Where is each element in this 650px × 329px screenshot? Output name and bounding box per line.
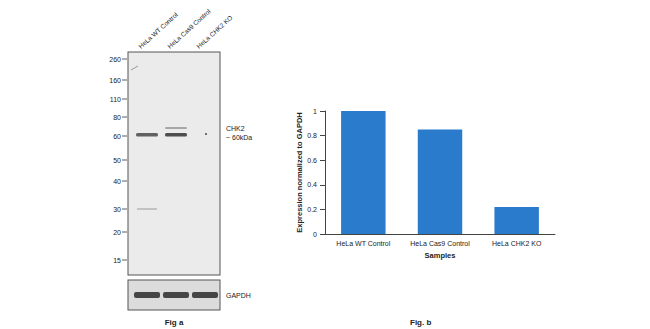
svg-text:60: 60	[113, 133, 121, 140]
svg-text:HeLa WT Control: HeLa WT Control	[137, 11, 179, 50]
svg-text:HeLa CHK2 KO: HeLa CHK2 KO	[492, 240, 542, 247]
svg-text:HeLa WT Control: HeLa WT Control	[336, 240, 390, 247]
svg-text:50: 50	[113, 157, 121, 164]
svg-text:40: 40	[113, 178, 121, 185]
svg-text:20: 20	[113, 229, 121, 236]
svg-text:HeLa Cas9 Control: HeLa Cas9 Control	[166, 7, 212, 50]
svg-text:15: 15	[113, 257, 121, 264]
svg-text:260: 260	[109, 56, 121, 63]
svg-text:0.2: 0.2	[307, 206, 317, 213]
svg-text:0.4: 0.4	[307, 181, 317, 188]
svg-text:Expression normalized to GAPDH: Expression normalized to GAPDH	[295, 112, 304, 232]
svg-text:Samples: Samples	[425, 251, 456, 260]
svg-text:GAPDH: GAPDH	[226, 292, 251, 299]
svg-text:1: 1	[313, 108, 317, 115]
svg-text:80: 80	[113, 114, 121, 121]
svg-text:HeLa CHK2 KO: HeLa CHK2 KO	[195, 14, 234, 50]
svg-text:Fig a: Fig a	[165, 318, 184, 327]
svg-text:0.6: 0.6	[307, 157, 317, 164]
svg-text:HeLa Cas9 Control: HeLa Cas9 Control	[410, 240, 470, 247]
svg-text:110: 110	[110, 96, 121, 103]
svg-text:0: 0	[313, 231, 317, 238]
svg-text:160: 160	[109, 77, 121, 84]
svg-text:CHK2: CHK2	[226, 125, 245, 132]
svg-text:~ 60kDa: ~ 60kDa	[226, 134, 252, 141]
svg-text:30: 30	[113, 206, 121, 213]
svg-text:0.8: 0.8	[307, 132, 317, 139]
svg-text:Fig. b: Fig. b	[410, 318, 431, 327]
